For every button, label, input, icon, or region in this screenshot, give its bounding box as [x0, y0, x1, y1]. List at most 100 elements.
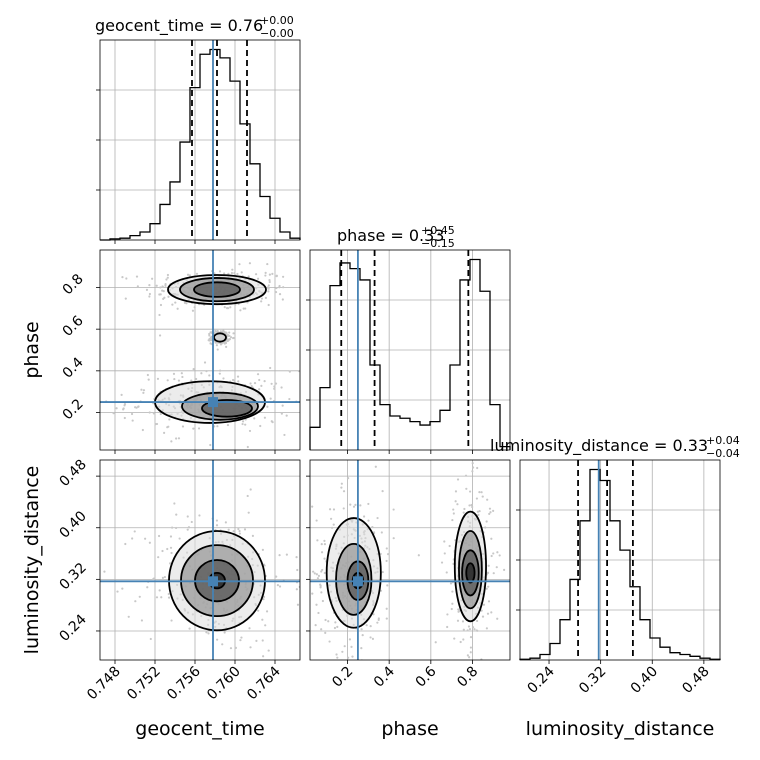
sample-point	[255, 639, 258, 642]
sample-point	[200, 372, 203, 375]
sample-point	[457, 608, 460, 611]
sample-point	[262, 655, 265, 658]
sample-point	[352, 505, 356, 508]
sample-point	[181, 375, 184, 379]
sample-point	[148, 284, 151, 287]
sample-point	[185, 302, 188, 305]
sample-point	[207, 632, 210, 635]
sample-point	[267, 290, 270, 293]
sample-point	[216, 348, 219, 351]
sample-point	[313, 572, 316, 575]
panel-phase-vs-geocent-time	[96, 249, 306, 454]
frame-luminosity_distance_vs_phase	[309, 459, 511, 661]
sample-point	[157, 534, 161, 538]
sample-point	[161, 285, 165, 289]
sample-point	[466, 654, 469, 657]
sample-point	[177, 437, 181, 440]
sample-point	[485, 587, 488, 590]
sample-point	[360, 647, 363, 650]
sample-point	[467, 625, 471, 628]
sample-point	[350, 645, 353, 648]
sample-point	[261, 548, 264, 551]
sample-point	[168, 562, 172, 565]
xlabel-geocent-time: geocent_time	[135, 718, 264, 740]
hist-panel-phase	[306, 249, 511, 454]
sample-point	[452, 508, 455, 511]
sample-point	[278, 554, 281, 557]
sample-point	[492, 552, 495, 555]
title-luminosity-distance: luminosity_distance = 0.33	[490, 436, 708, 456]
sample-point	[317, 574, 321, 577]
sample-point	[361, 634, 364, 637]
sample-point	[269, 366, 272, 370]
sample-point	[267, 287, 270, 290]
sample-point	[231, 268, 234, 271]
sample-point	[451, 590, 454, 593]
sample-point	[471, 505, 474, 509]
sample-point	[112, 412, 115, 415]
sample-point	[323, 543, 327, 546]
sample-point	[440, 561, 444, 564]
sample-point	[209, 342, 212, 345]
sample-point	[304, 291, 306, 293]
sample-point	[362, 515, 366, 518]
sample-point	[267, 284, 270, 287]
sample-point	[163, 431, 166, 434]
sample-point	[233, 379, 236, 382]
sample-point	[367, 519, 370, 522]
sample-point	[166, 276, 169, 279]
sample-point	[392, 508, 395, 511]
sample-point	[237, 527, 240, 531]
hist-line-phase	[309, 258, 511, 450]
sample-point	[282, 275, 285, 278]
sample-point	[165, 278, 168, 281]
sample-point	[241, 422, 244, 426]
sample-point	[158, 334, 162, 337]
sample-point	[124, 542, 127, 546]
sample-point	[133, 530, 136, 533]
sample-point	[257, 609, 260, 612]
sample-point	[180, 372, 183, 375]
sample-point	[195, 377, 198, 381]
ytick-label-luminosity-distance-0: 0.24	[56, 611, 89, 644]
sample-point	[135, 275, 139, 278]
sample-point	[234, 646, 238, 649]
sample-point	[468, 656, 471, 659]
xtick-label-geocent-time-2: 0.756	[164, 663, 204, 703]
sample-point	[249, 677, 251, 679]
sample-point	[166, 273, 170, 277]
sample-point	[131, 537, 134, 540]
sample-point	[271, 272, 274, 275]
sample-point	[475, 629, 478, 632]
sample-point	[241, 420, 245, 423]
sample-point	[472, 626, 475, 629]
sample-point	[160, 596, 163, 599]
sample-point	[464, 474, 468, 477]
sample-point	[317, 611, 320, 615]
sample-point	[278, 286, 281, 289]
sample-point	[305, 531, 307, 533]
sample-point	[121, 276, 124, 279]
sample-point	[480, 491, 483, 494]
sample-point	[275, 275, 278, 278]
frame-phase_vs_geocent_time	[99, 249, 301, 451]
sample-point	[229, 336, 233, 339]
sample-point	[469, 651, 472, 654]
sample-point	[315, 519, 318, 522]
xtick-label-luminosity-distance-0: 0.24	[525, 663, 558, 696]
ytick-label-phase-2: 0.6	[60, 313, 87, 340]
sample-point	[157, 556, 160, 559]
sample-point	[223, 331, 226, 334]
sample-point	[253, 381, 257, 385]
frame-luminosity_distance_vs_geocent_time	[99, 459, 301, 661]
density-fill-phase_vs_geocent_time-l3-2	[214, 333, 226, 342]
xlabel-phase: phase	[381, 718, 438, 740]
sample-point	[250, 384, 253, 388]
sample-point	[478, 491, 481, 494]
sample-point	[236, 375, 240, 378]
sample-point	[123, 404, 126, 407]
xtick-label-geocent-time-1: 0.752	[124, 664, 164, 704]
sample-point	[488, 512, 491, 516]
sample-point	[465, 487, 468, 490]
